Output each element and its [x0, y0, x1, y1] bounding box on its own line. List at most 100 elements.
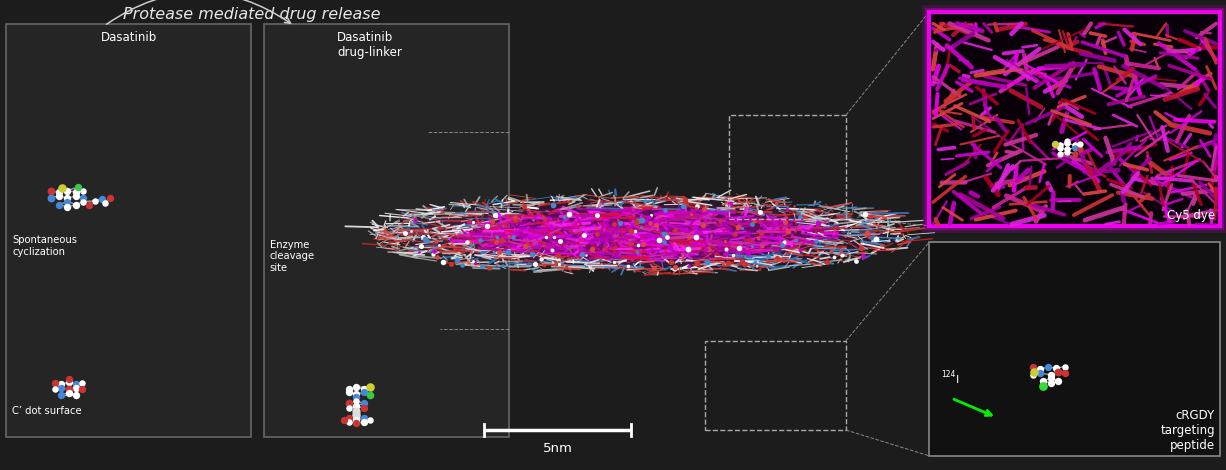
Point	[86, 197, 105, 204]
Point	[1058, 148, 1078, 156]
Point	[711, 217, 731, 224]
Point	[1048, 368, 1068, 376]
Point	[536, 233, 555, 240]
Point	[441, 260, 461, 267]
Point	[640, 219, 660, 227]
Point	[80, 201, 99, 208]
Point	[679, 262, 699, 270]
Point	[517, 239, 537, 246]
Point	[58, 194, 77, 202]
Point	[477, 222, 497, 229]
Point	[1054, 363, 1074, 370]
Point	[661, 243, 680, 250]
Point	[543, 202, 563, 209]
Point	[447, 256, 467, 264]
Point	[477, 223, 497, 230]
Point	[59, 389, 78, 396]
Point	[673, 202, 693, 209]
Point	[498, 248, 517, 256]
Point	[765, 219, 785, 227]
Point	[617, 262, 636, 270]
Point	[576, 251, 596, 258]
Ellipse shape	[548, 221, 739, 249]
Point	[678, 245, 698, 252]
Point	[1054, 369, 1074, 376]
Point	[51, 391, 71, 399]
Point	[818, 258, 837, 266]
Point	[716, 251, 736, 258]
Point	[1030, 366, 1049, 373]
FancyBboxPatch shape	[6, 24, 251, 437]
Point	[767, 254, 787, 262]
Point	[1045, 140, 1064, 148]
Text: Cy5 dye: Cy5 dye	[1167, 209, 1215, 222]
Point	[790, 246, 809, 253]
Point	[1047, 365, 1067, 372]
Point	[514, 239, 533, 247]
Point	[1030, 369, 1049, 377]
Point	[485, 211, 505, 219]
Point	[51, 381, 71, 388]
Point	[535, 215, 554, 223]
Point	[625, 246, 645, 254]
Point	[354, 389, 374, 396]
Point	[715, 238, 734, 245]
Point	[676, 196, 695, 204]
Point	[42, 187, 61, 195]
Point	[521, 233, 541, 241]
FancyBboxPatch shape	[929, 242, 1220, 456]
Point	[354, 385, 374, 393]
Point	[511, 247, 531, 254]
Point	[505, 216, 525, 224]
Point	[832, 251, 852, 259]
Point	[867, 235, 886, 243]
Point	[461, 241, 481, 249]
Text: 124: 124	[942, 370, 956, 379]
Point	[786, 236, 805, 243]
Point	[641, 212, 661, 219]
Text: 5nm: 5nm	[543, 442, 573, 455]
Text: Spontaneous
cyclization: Spontaneous cyclization	[12, 235, 77, 257]
Point	[1065, 150, 1085, 157]
Point	[721, 200, 741, 208]
Point	[650, 212, 669, 219]
Point	[66, 201, 86, 208]
Point	[1051, 144, 1070, 152]
Point	[766, 199, 786, 206]
Point	[726, 231, 745, 238]
Point	[463, 257, 483, 265]
Text: Enzyme
cleavage
site: Enzyme cleavage site	[270, 240, 315, 273]
Point	[49, 201, 69, 208]
Point	[633, 240, 652, 248]
Point	[1070, 146, 1090, 153]
Point	[748, 235, 767, 242]
Point	[857, 229, 877, 237]
Point	[870, 241, 890, 249]
Point	[525, 261, 544, 268]
Point	[347, 416, 367, 424]
Point	[515, 202, 535, 210]
Point	[466, 259, 485, 266]
Text: C’ dot surface: C’ dot surface	[12, 406, 82, 416]
Point	[653, 238, 673, 245]
Point	[1058, 146, 1078, 153]
Point	[821, 247, 841, 254]
Point	[687, 234, 706, 241]
Point	[484, 249, 504, 257]
Point	[753, 242, 772, 250]
Point	[487, 238, 506, 245]
Point	[69, 183, 88, 191]
Point	[666, 263, 685, 270]
Point	[42, 194, 61, 201]
Point	[775, 238, 794, 245]
Point	[732, 257, 752, 265]
Point	[635, 197, 655, 204]
Point	[99, 194, 119, 202]
Point	[452, 261, 472, 268]
Point	[824, 253, 843, 260]
Point	[628, 217, 647, 224]
FancyBboxPatch shape	[929, 12, 1220, 226]
Point	[347, 412, 367, 420]
Point	[59, 386, 78, 393]
Point	[687, 260, 706, 267]
